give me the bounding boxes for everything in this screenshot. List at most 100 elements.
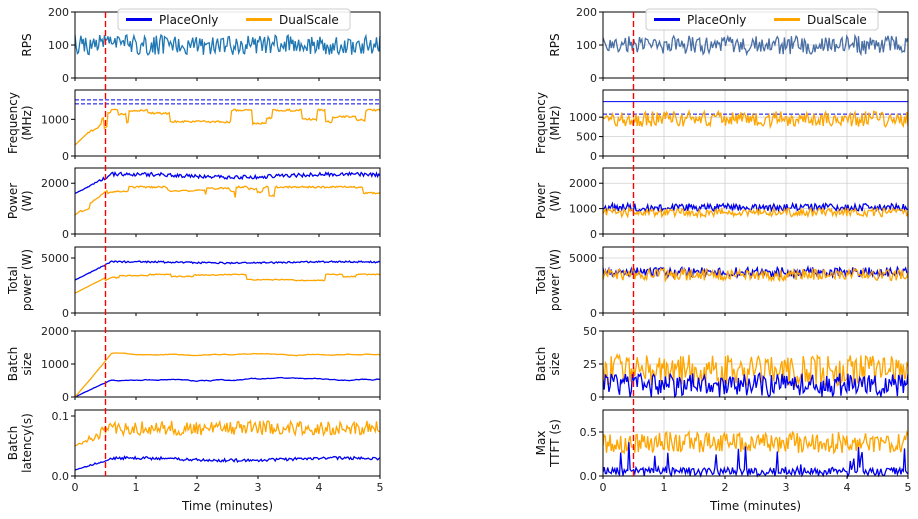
series-line-rps bbox=[602, 33, 909, 57]
y-axis-label-line: Max bbox=[534, 431, 548, 456]
x-tick-label: 5 bbox=[905, 481, 912, 494]
y-axis-label: Totalpower (W) bbox=[534, 249, 562, 311]
y-axis-label-line: power (W) bbox=[548, 249, 562, 311]
y-axis-label-line: (MHz) bbox=[20, 105, 34, 140]
x-tick-label: 4 bbox=[316, 481, 323, 494]
y-axis-label-line: Power bbox=[534, 183, 548, 219]
series-line-dualscale bbox=[74, 419, 381, 447]
y-axis-label: Frequency(MHz) bbox=[6, 92, 34, 154]
axes-frame bbox=[602, 409, 909, 477]
series-line-dualscale bbox=[602, 352, 909, 388]
y-tick-label: 2000 bbox=[41, 325, 69, 338]
y-axis-label-line: RPS bbox=[20, 33, 34, 56]
y-axis-label: MaxTTFT (s) bbox=[534, 419, 562, 468]
subplot: 0 5000 Totalpower (W) bbox=[6, 246, 381, 320]
y-tick-label: 5000 bbox=[41, 252, 69, 265]
axes-frame bbox=[602, 89, 909, 157]
y-axis-label-line: Frequency bbox=[6, 92, 20, 154]
y-tick-label: 0 bbox=[62, 150, 69, 163]
y-tick-label: 0 bbox=[590, 228, 597, 241]
y-tick-label: 0.5 bbox=[580, 426, 598, 439]
x-tick-label: 0 bbox=[600, 481, 607, 494]
y-tick-label: 0 bbox=[590, 72, 597, 85]
series-line-dualscale bbox=[74, 185, 381, 216]
y-axis-label-line: Power bbox=[6, 183, 20, 219]
y-axis-label-line: TTFT (s) bbox=[548, 419, 562, 468]
y-axis-label-line: Total bbox=[534, 266, 548, 295]
x-tick-label: 2 bbox=[194, 481, 201, 494]
panel-left: 0100200RPS01000Frequency(MHz)02000Power(… bbox=[6, 6, 384, 513]
y-tick-label: 200 bbox=[576, 6, 597, 19]
y-tick-label: 0 bbox=[62, 391, 69, 404]
axes-frame bbox=[602, 246, 909, 314]
y-tick-label: 50 bbox=[583, 325, 597, 338]
legend-box bbox=[117, 8, 351, 31]
x-tick-label: 3 bbox=[255, 481, 262, 494]
x-axis-label: Time (minutes) bbox=[181, 499, 273, 513]
subplot: 0 100 200 RPS bbox=[20, 6, 381, 85]
y-axis-label-line: Batch bbox=[6, 426, 20, 461]
y-axis-label: Totalpower (W) bbox=[6, 249, 34, 311]
axes-frame bbox=[74, 89, 381, 157]
subplot: 0 2000 Power(W) bbox=[6, 167, 381, 241]
series-line-dualscale bbox=[602, 109, 909, 130]
legend-label-dualscale: DualScale bbox=[807, 13, 867, 27]
subplot: 0 1000 2000 Power(W) bbox=[534, 167, 909, 241]
subplot: 0 1000 Frequency(MHz) bbox=[6, 89, 381, 163]
y-tick-label: 2000 bbox=[569, 177, 597, 190]
y-tick-label: 1000 bbox=[41, 113, 69, 126]
y-axis-label-line: size bbox=[20, 352, 34, 375]
x-tick-label: 0 bbox=[72, 481, 79, 494]
series-line-dualscale bbox=[602, 266, 909, 283]
series-line-placeonly bbox=[74, 376, 381, 398]
y-tick-label: 0.1 bbox=[52, 410, 70, 423]
y-axis-label-line: latency(s) bbox=[20, 413, 34, 473]
y-axis-label-line: Total bbox=[6, 266, 20, 295]
y-tick-label: 100 bbox=[48, 39, 69, 52]
panel-right: 0100200RPS05001000Frequency(MHz)01000200… bbox=[534, 6, 912, 513]
legend-label-placeonly: PlaceOnly bbox=[159, 13, 218, 27]
y-tick-label: 1000 bbox=[569, 111, 597, 124]
series-line-dualscale bbox=[602, 429, 909, 455]
series-line-placeonly bbox=[74, 260, 381, 281]
y-axis-label-line: power (W) bbox=[20, 249, 34, 311]
y-tick-label: 100 bbox=[576, 39, 597, 52]
subplot: 0 5000 Totalpower (W) bbox=[534, 246, 909, 320]
y-axis-label: RPS bbox=[20, 33, 34, 56]
subplot: 0 25 50 Batchsize bbox=[534, 325, 909, 404]
series-line-placeonly bbox=[74, 171, 381, 194]
y-axis-label: Frequency(MHz) bbox=[534, 92, 562, 154]
y-axis-label-line: (W) bbox=[20, 190, 34, 211]
series-line-placeonly bbox=[74, 455, 381, 471]
subplot: 0 500 1000 Frequency(MHz) bbox=[534, 89, 909, 163]
y-axis-label-line: Batch bbox=[6, 347, 20, 382]
legend-label-placeonly: PlaceOnly bbox=[687, 13, 746, 27]
x-tick-label: 1 bbox=[133, 481, 140, 494]
y-tick-label: 0 bbox=[590, 391, 597, 404]
y-tick-label: 1000 bbox=[569, 203, 597, 216]
series-line-placeonly bbox=[602, 371, 909, 399]
y-axis-label: Batchlatency(s) bbox=[6, 413, 34, 473]
y-tick-label: 25 bbox=[583, 358, 597, 371]
axes-frame bbox=[602, 167, 909, 235]
y-tick-label: 0 bbox=[62, 307, 69, 320]
x-tick-label: 3 bbox=[783, 481, 790, 494]
legend-box bbox=[645, 8, 879, 31]
subplot: 0.0 0.1 Batchlatency(s) 0 1 2 3 4 5 bbox=[6, 409, 384, 494]
y-axis-label-line: (MHz) bbox=[548, 105, 562, 140]
subplot: 0 1000 2000 Batchsize bbox=[6, 325, 381, 404]
y-tick-label: 1000 bbox=[41, 358, 69, 371]
subplot: 0 100 200 RPS bbox=[548, 6, 909, 85]
axes-frame bbox=[74, 330, 381, 398]
y-tick-label: 0 bbox=[62, 228, 69, 241]
x-tick-label: 4 bbox=[844, 481, 851, 494]
y-tick-label: 0 bbox=[62, 72, 69, 85]
series-line-dualscale bbox=[74, 352, 381, 398]
x-tick-label: 5 bbox=[377, 481, 384, 494]
series-line-dualscale bbox=[602, 205, 909, 219]
y-axis-label-line: (W) bbox=[548, 190, 562, 211]
y-tick-label: 500 bbox=[576, 131, 597, 144]
legend-label-dualscale: DualScale bbox=[279, 13, 339, 27]
y-axis-label: Power(W) bbox=[6, 183, 34, 219]
x-axis-label: Time (minutes) bbox=[709, 499, 801, 513]
